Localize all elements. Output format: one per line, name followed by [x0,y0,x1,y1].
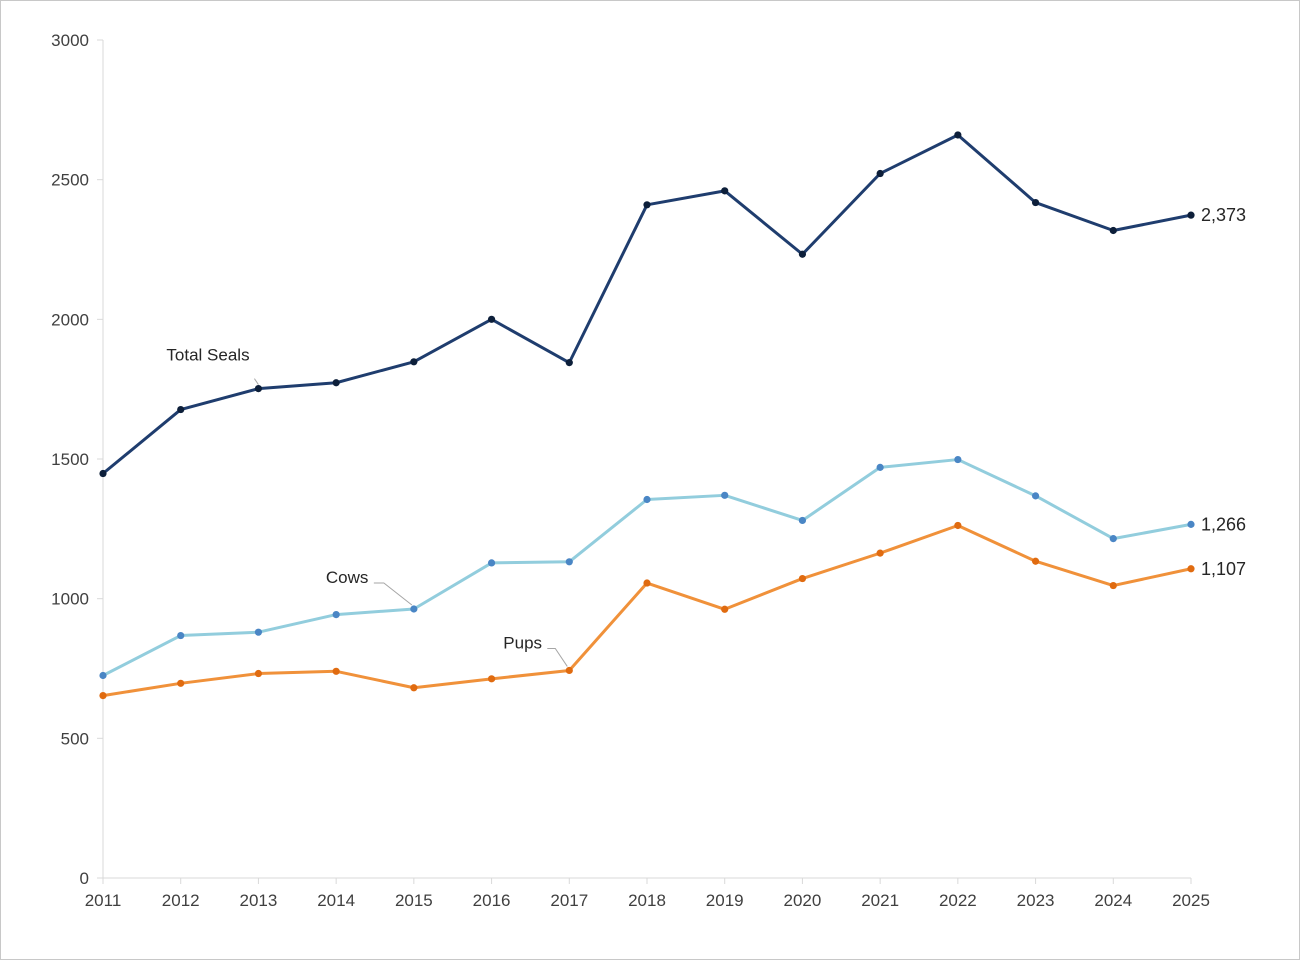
data-point-pups [177,679,185,687]
x-tick-label: 2016 [473,891,511,910]
end-value-label: 1,107 [1201,559,1246,579]
data-point-cows [332,610,340,619]
data-point-cows [565,558,573,566]
series-label-total-seals: Total Seals [166,346,249,365]
x-tick-label: 2019 [706,891,744,910]
end-value-label: 2,373 [1201,205,1246,225]
y-tick-label: 3000 [51,31,89,50]
x-tick-label: 2020 [784,891,822,910]
data-point-cows [876,463,884,471]
data-point-cows [487,559,496,567]
data-point-total-seals [177,405,185,414]
data-point-total-seals [1109,226,1117,235]
series-line-pups [101,523,1193,698]
data-point-cows [1187,520,1195,528]
data-point-pups [721,605,729,613]
series-line-total-seals [101,133,1193,476]
data-point-total-seals [487,315,496,323]
x-tick-label: 2013 [240,891,278,910]
data-point-cows [721,491,729,499]
data-point-total-seals [410,358,418,366]
data-point-cows [798,516,807,525]
x-tick-label: 2014 [317,891,355,910]
data-point-total-seals [99,469,107,478]
x-tick-label: 2015 [395,891,433,910]
labels-layer: 2,373 1,266 1,107 Total Seals Cows Pups [166,205,1246,667]
end-value-label: 1,266 [1201,514,1246,534]
data-point-cows [1109,535,1117,543]
data-point-pups [254,669,263,678]
x-tick-label: 2021 [861,891,899,910]
data-point-pups [487,675,496,683]
x-tick-label: 2012 [162,891,200,910]
series-label-pups: Pups [503,633,542,652]
data-point-total-seals [798,250,807,258]
leader-line [547,647,568,667]
x-tick-label: 2024 [1094,891,1132,910]
data-point-total-seals [1187,211,1195,219]
data-point-pups [1187,565,1195,573]
y-tick-label: 2500 [51,171,89,190]
x-tick-label: 2023 [1017,891,1055,910]
data-point-cows [954,455,962,464]
axes: 0 500 1000 1500 2000 2500 3000 2011 2012 2013 2014… [51,31,1210,910]
y-tick-label: 500 [61,729,89,748]
x-tick-label: 2018 [628,891,666,910]
data-point-pups [565,666,573,675]
series-label-cows: Cows [326,568,369,587]
data-point-total-seals [721,187,729,195]
data-point-pups [1109,581,1117,590]
data-point-total-seals [332,379,340,387]
data-point-total-seals [876,169,884,178]
data-point-cows [410,605,418,613]
leader-line [373,582,413,606]
data-point-cows [1031,492,1040,500]
y-tick-label: 2000 [51,310,89,329]
data-point-pups [1031,557,1040,565]
data-point-pups [99,691,107,700]
series-layer [99,131,1195,700]
data-point-pups [876,549,884,557]
data-point-total-seals [1031,198,1040,207]
series-line-cows [101,458,1193,677]
y-tick-label: 1500 [51,450,89,469]
x-tick-label: 2025 [1172,891,1210,910]
y-tick-label: 0 [80,869,89,888]
data-point-pups [798,574,807,583]
y-tick-label: 1000 [51,590,89,609]
leader-line [254,378,259,385]
data-point-cows [177,631,185,640]
data-point-pups [643,579,651,587]
data-point-total-seals [254,385,263,393]
data-point-pups [332,667,340,675]
data-point-total-seals [565,359,573,367]
x-tick-label: 2022 [939,891,977,910]
data-point-total-seals [954,131,962,139]
data-point-pups [410,684,418,692]
x-tick-label: 2011 [85,891,122,910]
data-point-cows [643,495,651,504]
data-point-total-seals [643,201,651,209]
data-point-cows [99,671,107,680]
data-point-cows [254,628,263,636]
data-point-pups [954,521,962,530]
x-tick-label: 2017 [550,891,588,910]
